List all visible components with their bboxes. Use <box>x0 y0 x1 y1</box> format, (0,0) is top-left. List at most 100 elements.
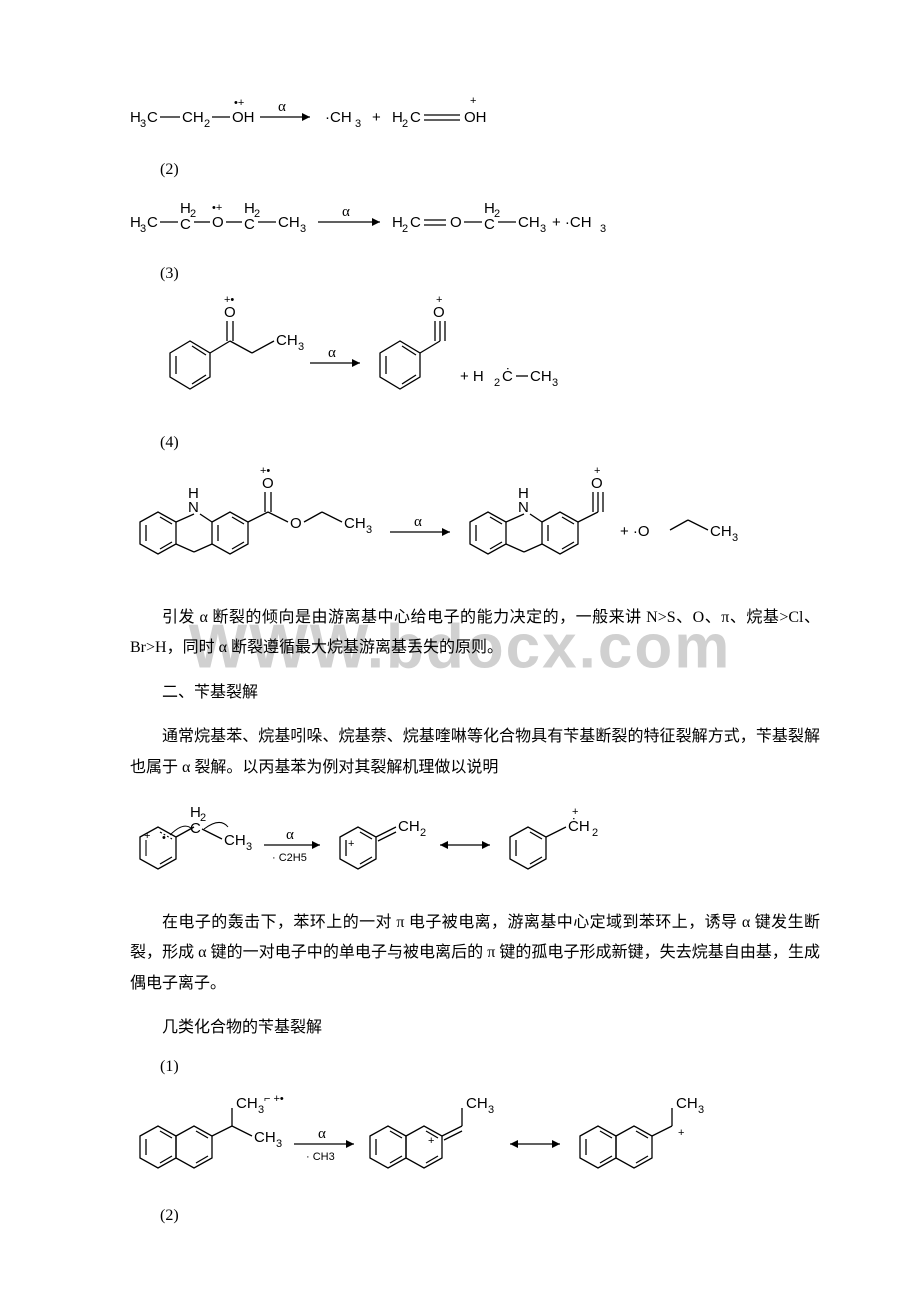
heading-2: 二、苄基裂解 <box>130 678 820 708</box>
svg-text:C: C <box>410 214 421 231</box>
item-2-label: (2) <box>160 161 820 179</box>
svg-text:CH: CH <box>466 1095 488 1112</box>
svg-text:C: C <box>147 214 158 231</box>
diagram-5: + • H2 C CH 3 α · C2H5 <box>130 797 820 892</box>
svg-text:CH: CH <box>710 523 732 540</box>
svg-text:· C2H5: · C2H5 <box>272 852 307 864</box>
svg-text:CH: CH <box>236 1095 258 1112</box>
svg-text:CH: CH <box>676 1095 698 1112</box>
svg-text:+: + <box>470 95 476 107</box>
svg-text:+ ·CH: + ·CH <box>552 214 592 231</box>
svg-text:O: O <box>290 515 302 532</box>
svg-text:2: 2 <box>402 223 408 235</box>
svg-text:·CH: ·CH <box>325 109 352 126</box>
paragraph-3: 在电子的轰击下，苯环上的一对 π 电子被电离，游离基中心定域到苯环上，诱导 α … <box>130 908 820 999</box>
svg-text:C: C <box>190 820 201 837</box>
svg-text:CH: CH <box>518 214 540 231</box>
item-b1-label: (1) <box>160 1058 820 1076</box>
svg-text:· CH3: · CH3 <box>306 1151 335 1163</box>
svg-text:•+: •+ <box>212 202 222 214</box>
svg-text:3: 3 <box>732 532 738 544</box>
svg-text:α: α <box>342 204 350 220</box>
svg-text:2: 2 <box>190 208 196 220</box>
svg-text:3: 3 <box>366 524 372 536</box>
svg-text:3: 3 <box>540 223 546 235</box>
item-b2-label: (2) <box>160 1207 820 1225</box>
svg-text:ĊH: ĊH <box>568 817 590 835</box>
svg-text:+: + <box>678 1127 684 1139</box>
svg-text:2: 2 <box>420 827 426 839</box>
svg-text:CH: CH <box>224 832 246 849</box>
svg-text:C: C <box>410 109 421 126</box>
svg-text:+: + <box>348 838 354 850</box>
diagram-3: O +• CH 3 α O + + <box>130 293 820 418</box>
svg-text:3: 3 <box>246 841 252 853</box>
svg-text:2: 2 <box>254 208 260 220</box>
svg-text:α: α <box>414 514 422 530</box>
svg-text:3: 3 <box>140 118 146 130</box>
svg-text:OH: OH <box>232 109 255 126</box>
svg-text:+•: +• <box>224 294 234 306</box>
paragraph-1: 引发 α 断裂的倾向是由游离基中心给电子的能力决定的，一般来讲 N>S、O、π、… <box>130 603 820 664</box>
diagram-6: CH 3 ⌐ +• CH 3 α · CH3 + <box>130 1086 820 1191</box>
svg-text:CH: CH <box>276 332 298 349</box>
svg-text:O: O <box>224 304 236 321</box>
svg-text:2: 2 <box>402 118 408 130</box>
svg-text:3: 3 <box>276 1138 282 1150</box>
svg-text:C: C <box>147 109 158 126</box>
svg-text:3: 3 <box>488 1104 494 1116</box>
svg-text:H: H <box>518 485 529 502</box>
svg-text:2: 2 <box>494 208 500 220</box>
diagram-4: N H O +• O CH 3 <box>130 462 820 587</box>
svg-text:C: C <box>180 216 191 233</box>
svg-text:CH: CH <box>530 368 552 385</box>
svg-text:2: 2 <box>592 827 598 839</box>
svg-text:OH: OH <box>464 109 487 126</box>
svg-text:O: O <box>433 304 445 321</box>
svg-text:•: • <box>162 832 166 844</box>
svg-text:3: 3 <box>698 1104 704 1116</box>
svg-text:+: + <box>594 465 600 477</box>
svg-text:3: 3 <box>140 223 146 235</box>
paragraph-4: 几类化合物的苄基裂解 <box>130 1013 820 1043</box>
svg-text:O: O <box>591 475 603 492</box>
svg-text:α: α <box>328 345 336 361</box>
svg-text:3: 3 <box>600 223 606 235</box>
svg-text:2: 2 <box>204 118 210 130</box>
svg-text:+: + <box>372 109 381 126</box>
svg-text:CH: CH <box>254 1129 276 1146</box>
svg-text:+: + <box>436 294 442 306</box>
diagram-1: H 3 C CH 2 OH •+ α ·CH 3 + H 2 C O <box>130 90 820 145</box>
svg-text:α: α <box>286 827 294 843</box>
svg-text:2: 2 <box>494 377 500 389</box>
svg-text:Ċ: Ċ <box>502 367 513 385</box>
svg-text:H: H <box>188 485 199 502</box>
svg-text:O: O <box>450 214 462 231</box>
svg-text:+ ·O: + ·O <box>620 523 650 540</box>
svg-text:3: 3 <box>298 341 304 353</box>
svg-text:+•: +• <box>260 465 270 477</box>
svg-text:3: 3 <box>300 223 306 235</box>
svg-text:α: α <box>318 1126 326 1142</box>
svg-text:+: + <box>428 1135 434 1147</box>
svg-text:3: 3 <box>258 1104 264 1116</box>
item-3-label: (3) <box>160 265 820 283</box>
paragraph-2: 通常烷基苯、烷基吲哚、烷基萘、烷基喹啉等化合物具有苄基断裂的特征裂解方式，苄基裂… <box>130 722 820 783</box>
svg-text:C: C <box>244 216 255 233</box>
svg-text:O: O <box>262 475 274 492</box>
svg-text:CH: CH <box>398 818 420 835</box>
svg-text:2: 2 <box>200 812 206 824</box>
svg-text:O: O <box>212 214 224 231</box>
svg-text:+ H: + H <box>460 368 484 385</box>
svg-text:CH: CH <box>182 109 204 126</box>
svg-text:+: + <box>572 806 578 818</box>
svg-text:+: + <box>144 830 150 842</box>
svg-text:α: α <box>278 99 286 115</box>
svg-text:⌐ +•: ⌐ +• <box>264 1093 284 1105</box>
svg-text:3: 3 <box>552 377 558 389</box>
svg-text:•+: •+ <box>234 97 244 109</box>
item-4-label: (4) <box>160 434 820 452</box>
svg-text:CH: CH <box>344 515 366 532</box>
svg-text:3: 3 <box>355 118 361 130</box>
svg-text:C: C <box>484 216 495 233</box>
